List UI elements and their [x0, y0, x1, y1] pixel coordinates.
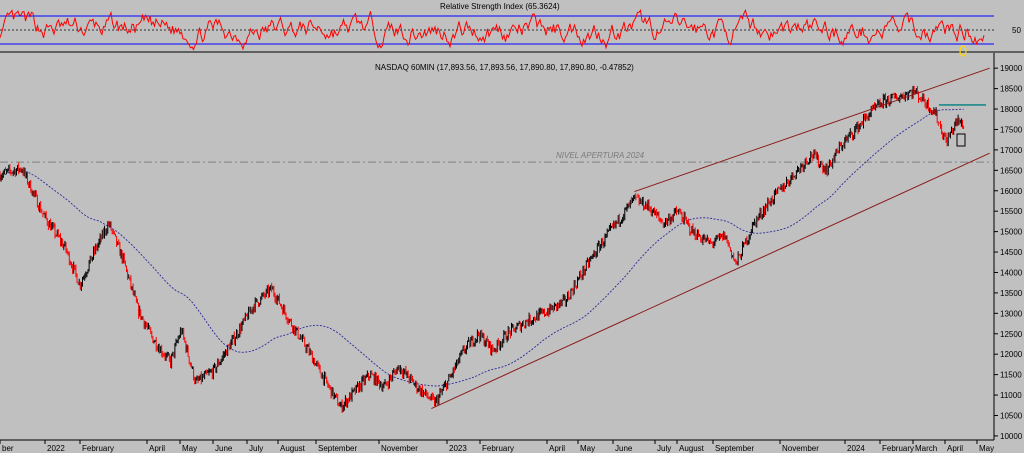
rsi-series-line [0, 8, 985, 51]
x-tick-label: April [149, 444, 165, 453]
rsi-highlight-circle [959, 45, 967, 57]
y-tick-label: 10000 [1000, 432, 1023, 441]
x-tick-label: July [249, 444, 263, 453]
y-tick-label: 15500 [1000, 207, 1023, 216]
y-tick-label: 11500 [1000, 371, 1022, 380]
y-tick-label: 12500 [1000, 330, 1023, 339]
x-tick-label: July [657, 444, 671, 453]
y-tick-label: 17000 [1000, 146, 1023, 155]
x-tick-label: 2022 [47, 444, 65, 453]
highlight-box [956, 133, 966, 147]
y-tick-label: 13000 [1000, 309, 1023, 318]
y-tick-label: 15000 [1000, 228, 1023, 237]
x-tick-label: May [580, 444, 595, 453]
x-tick-label: June [615, 444, 633, 453]
x-tick-label: September [715, 444, 754, 453]
price-panel: NASDAQ 60MIN (17,893.56, 17,893.56, 17,8… [0, 53, 1023, 453]
x-tick-label: February [82, 444, 114, 453]
moving-average-line [0, 108, 964, 387]
time-x-ticks: ber 2022 February April May June July August Sep… [0, 440, 994, 453]
x-tick-label: February [482, 444, 514, 453]
channel-lower-line [431, 152, 990, 409]
x-tick-label: August [280, 444, 306, 453]
x-tick-label: November [782, 444, 819, 453]
x-tick-label: ber [2, 444, 14, 453]
y-tick-label: 18500 [1000, 85, 1023, 94]
x-tick-label: April [947, 444, 963, 453]
y-tick-label: 14000 [1000, 268, 1023, 277]
x-tick-label: February [882, 444, 914, 453]
x-tick-label: 2023 [449, 444, 467, 453]
x-tick-label: August [679, 444, 705, 453]
y-tick-label: 11000 [1000, 391, 1022, 400]
rsi-tick-label: 50 [1012, 26, 1021, 35]
y-tick-label: 12000 [1000, 350, 1023, 359]
x-tick-label: September [318, 444, 357, 453]
rsi-panel: Relative Strength Index (65.3624) 50 [0, 0, 1024, 57]
x-tick-label: June [215, 444, 233, 453]
y-tick-label: 13500 [1000, 289, 1023, 298]
x-tick-label: April [549, 444, 565, 453]
reference-line-label: NIVEL APERTURA 2024 [556, 151, 645, 160]
x-tick-label: 2024 [847, 444, 865, 453]
y-tick-label: 14500 [1000, 248, 1023, 257]
y-tick-label: 10500 [1000, 411, 1023, 420]
price-bars [0, 85, 965, 413]
y-tick-label: 19000 [1000, 64, 1023, 73]
price-y-ticks: 10000 10500 11000 11500 12000 12500 13000 13500… [994, 64, 1023, 441]
y-tick-label: 16000 [1000, 187, 1023, 196]
y-tick-label: 16500 [1000, 166, 1023, 175]
rsi-title: Relative Strength Index (65.3624) [440, 2, 560, 11]
x-tick-label: March [915, 444, 937, 453]
y-tick-label: 18000 [1000, 105, 1023, 114]
channel-upper-line [634, 67, 990, 193]
x-tick-label: November [381, 444, 418, 453]
price-title: NASDAQ 60MIN (17,893.56, 17,893.56, 17,8… [375, 63, 634, 72]
x-tick-label: May [979, 444, 994, 453]
x-tick-label: May [182, 444, 197, 453]
y-tick-label: 17500 [1000, 125, 1023, 134]
